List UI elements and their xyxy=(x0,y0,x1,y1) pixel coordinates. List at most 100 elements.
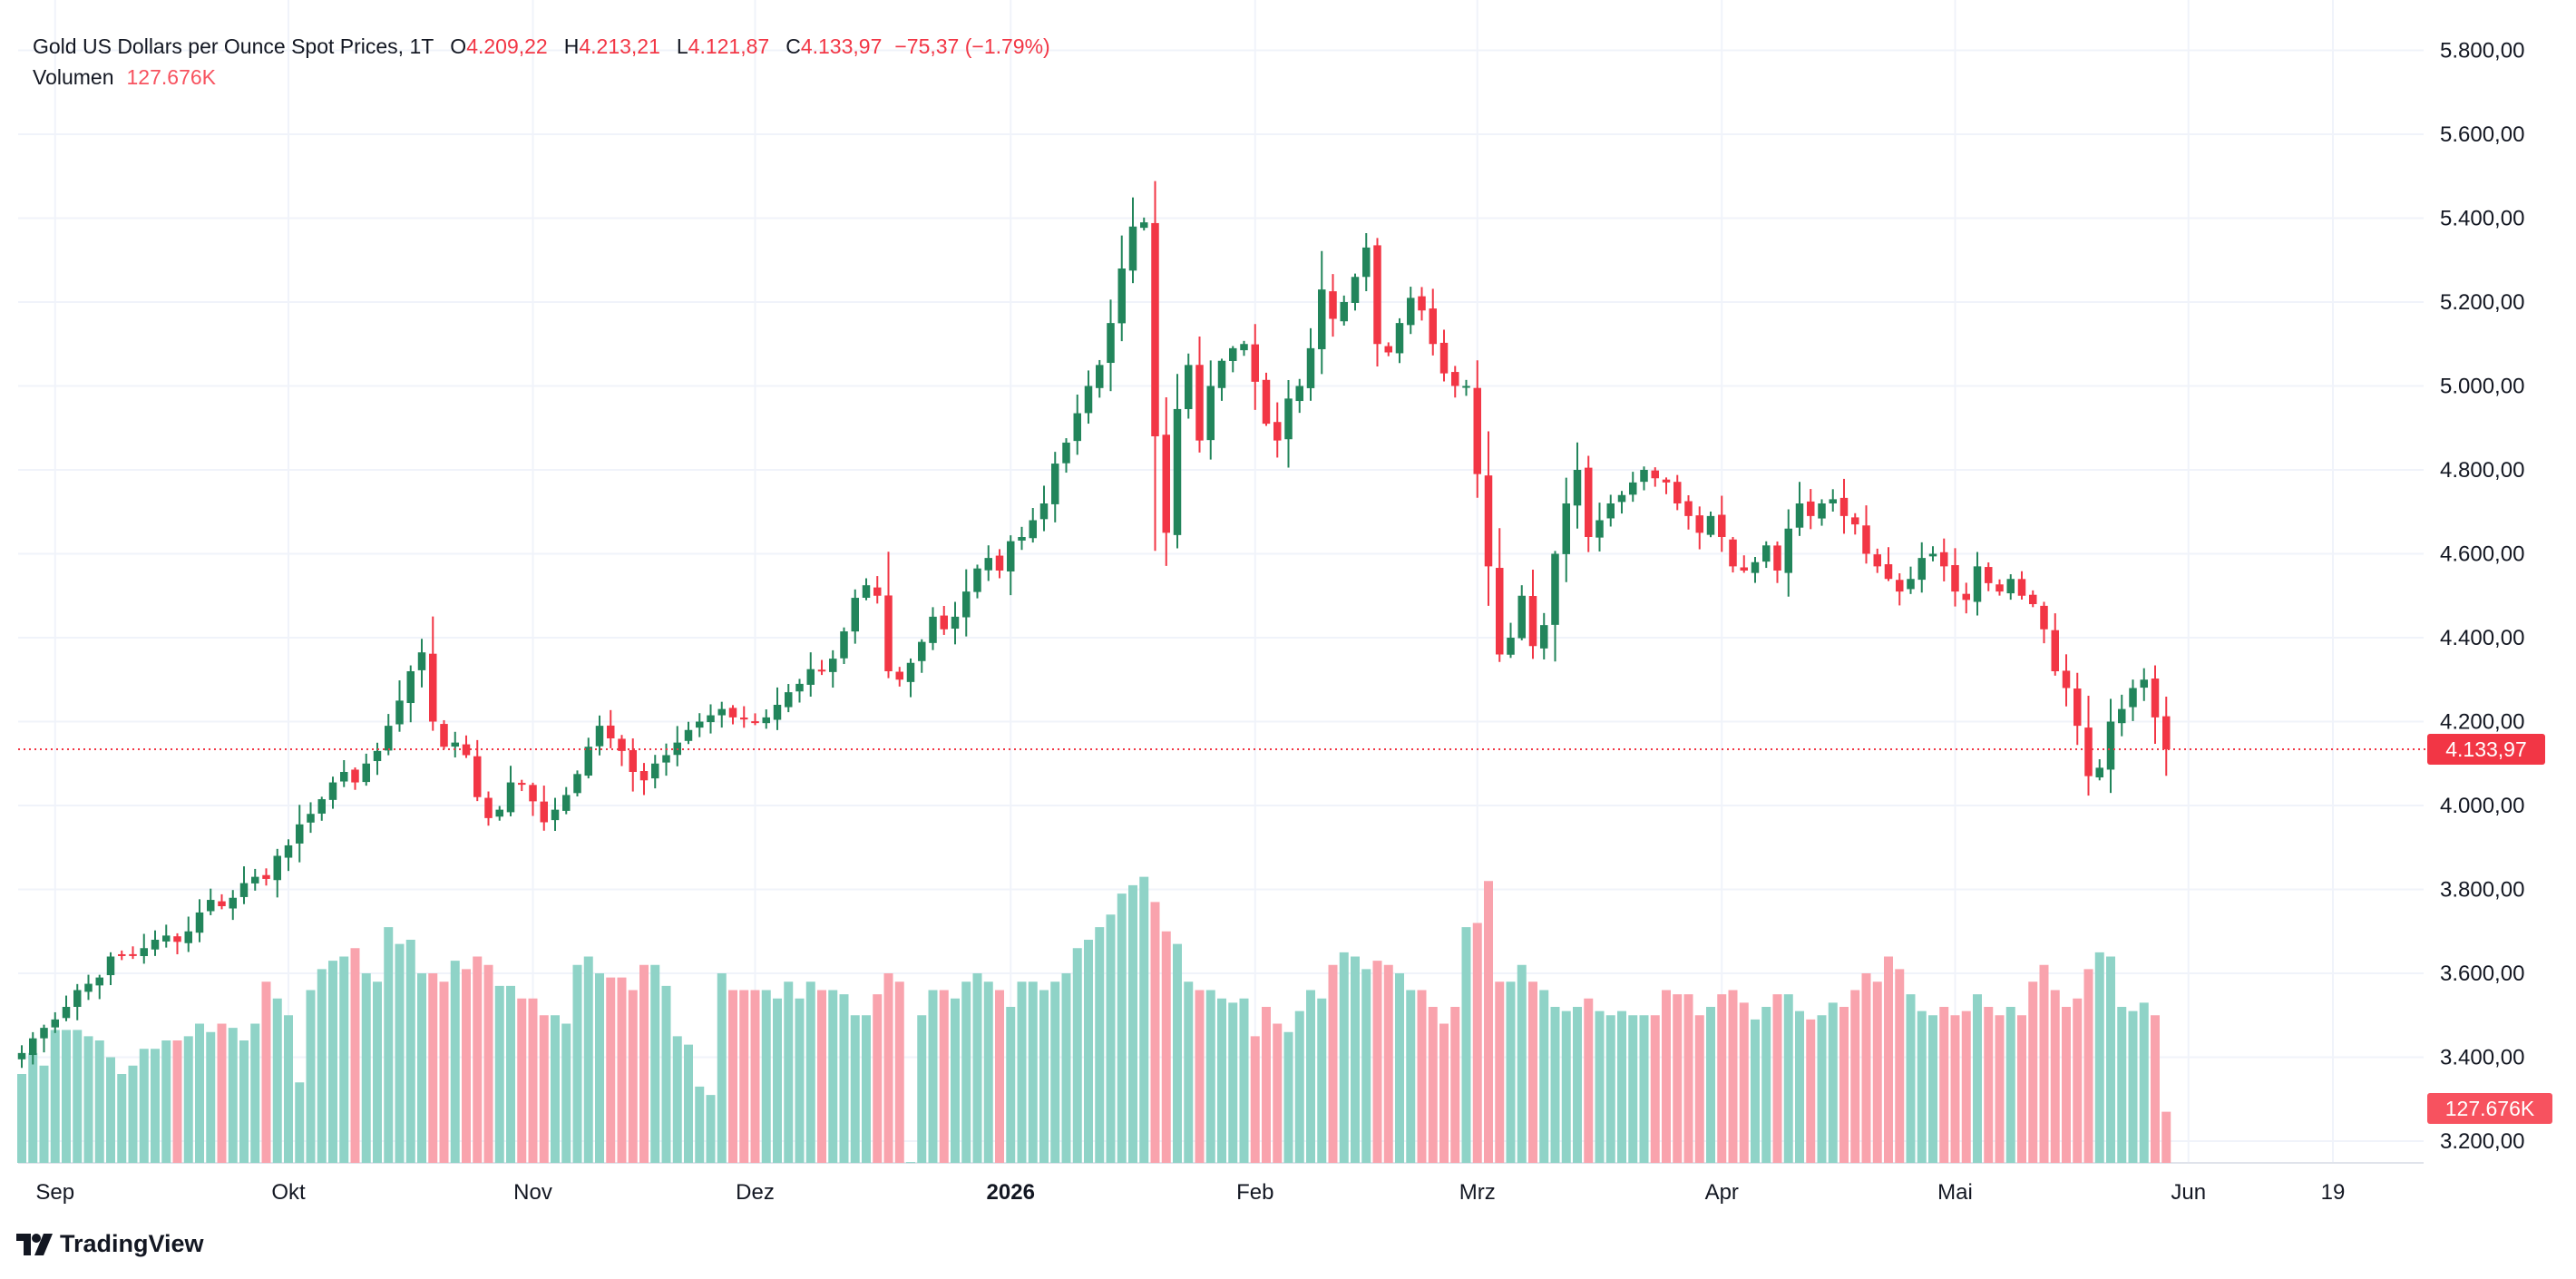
candle-body xyxy=(918,641,926,661)
volume-bar xyxy=(1262,1007,1271,1163)
volume-bar xyxy=(1061,973,1071,1163)
candle-body xyxy=(1718,514,1726,537)
volume-bar xyxy=(139,1049,149,1163)
candle-body xyxy=(1185,365,1193,410)
volume-bar xyxy=(1739,1002,1749,1163)
volume-bar xyxy=(373,981,382,1163)
volume-bar xyxy=(1928,1015,1937,1163)
candle-body xyxy=(1039,503,1049,520)
candle-body xyxy=(1284,398,1293,440)
volume-bar xyxy=(862,1015,871,1163)
candle-body xyxy=(618,738,626,751)
volume-bar xyxy=(839,994,849,1163)
volume-bar xyxy=(1662,990,1671,1163)
volume-bar xyxy=(972,973,982,1163)
volume-bar xyxy=(795,998,805,1163)
volume-bar xyxy=(961,981,971,1163)
x-tick-label: Mai xyxy=(1937,1180,1973,1205)
candle-body xyxy=(1995,584,2004,592)
candle-body xyxy=(817,669,826,672)
volume-bar xyxy=(1650,1015,1660,1163)
volume-bar xyxy=(906,1162,915,1164)
candle-body xyxy=(2051,630,2059,671)
volume-bar xyxy=(1895,969,1905,1163)
candle-body xyxy=(906,662,915,682)
volume-bar xyxy=(1828,1002,1838,1163)
candle-body xyxy=(1418,296,1426,311)
volume-bar xyxy=(1783,994,1793,1163)
candle-body xyxy=(95,977,103,986)
candle-body xyxy=(195,912,204,933)
candle-body xyxy=(662,755,670,763)
volume-bar xyxy=(1628,1015,1638,1163)
volume-bar xyxy=(1872,981,1882,1163)
candle-body xyxy=(562,795,571,811)
candle-body xyxy=(1629,482,1637,495)
candle-body xyxy=(184,931,192,943)
volume-bar xyxy=(894,981,904,1163)
candle-body xyxy=(2162,716,2171,750)
candle-body xyxy=(651,763,659,779)
candle-body xyxy=(1229,347,1237,361)
candle-body xyxy=(62,1007,71,1019)
volume-bar xyxy=(2094,952,2104,1163)
candle-body xyxy=(1507,638,1515,655)
volume-bar xyxy=(1495,981,1505,1163)
volume-bar xyxy=(2161,1111,2171,1163)
candle-body xyxy=(129,953,137,956)
candle-body xyxy=(1162,434,1170,533)
y-tick-label: 5.000,00 xyxy=(2440,375,2524,399)
candle-body xyxy=(1151,222,1159,436)
y-tick-label: 3.800,00 xyxy=(2440,878,2524,903)
volume-bar xyxy=(1906,994,1916,1163)
volume-bar xyxy=(1383,964,1393,1163)
candle-body xyxy=(385,726,393,751)
volume-bar xyxy=(1317,998,1327,1163)
candle-body xyxy=(1262,379,1271,425)
volume-bar xyxy=(217,1023,227,1163)
volume-bar xyxy=(1573,1007,1582,1163)
volume-bar xyxy=(606,977,616,1163)
candle-body xyxy=(1484,475,1493,567)
volume-bar xyxy=(239,1040,249,1163)
volume-bar xyxy=(1528,981,1537,1163)
volume-bar xyxy=(1283,1031,1293,1163)
volume-bar xyxy=(1584,998,1594,1163)
volume-bar xyxy=(761,990,771,1163)
candle-body xyxy=(1884,564,1893,580)
candle-body xyxy=(540,801,548,823)
candle-body xyxy=(1695,515,1703,533)
volume-bar xyxy=(1328,964,1338,1163)
volume-bar xyxy=(539,1015,549,1163)
candle-body xyxy=(229,897,237,909)
low-label: L xyxy=(676,34,688,58)
volume-bar xyxy=(1450,1007,1460,1163)
volume-bar xyxy=(450,961,460,1163)
candle-body xyxy=(340,772,348,782)
candle-body xyxy=(751,721,759,724)
volume-bar xyxy=(106,1057,115,1163)
candle-body xyxy=(1318,289,1326,349)
volume-bar xyxy=(62,1030,71,1163)
candle-body xyxy=(2129,688,2137,708)
volume-bar xyxy=(328,961,337,1163)
candle-body xyxy=(1907,579,1915,590)
candle-body xyxy=(173,936,181,942)
tradingview-logo[interactable]: TradingView xyxy=(16,1230,204,1258)
volume-bar xyxy=(1028,981,1038,1163)
candle-body xyxy=(1306,347,1315,388)
volume-bar xyxy=(1006,1007,1016,1163)
volume-bar xyxy=(39,1065,49,1163)
candle-body xyxy=(2151,679,2160,718)
y-tick-label: 4.000,00 xyxy=(2440,794,2524,818)
volume-bar xyxy=(617,977,627,1163)
volume-bar xyxy=(1917,1011,1927,1163)
volume-bar xyxy=(695,1086,705,1163)
candle-body xyxy=(1740,567,1748,571)
y-tick-label: 3.400,00 xyxy=(2440,1046,2524,1070)
candle-body xyxy=(1073,413,1081,442)
volume-bar xyxy=(1683,994,1693,1163)
volume-bar xyxy=(1095,927,1105,1163)
volume-bar xyxy=(1939,1007,1949,1163)
